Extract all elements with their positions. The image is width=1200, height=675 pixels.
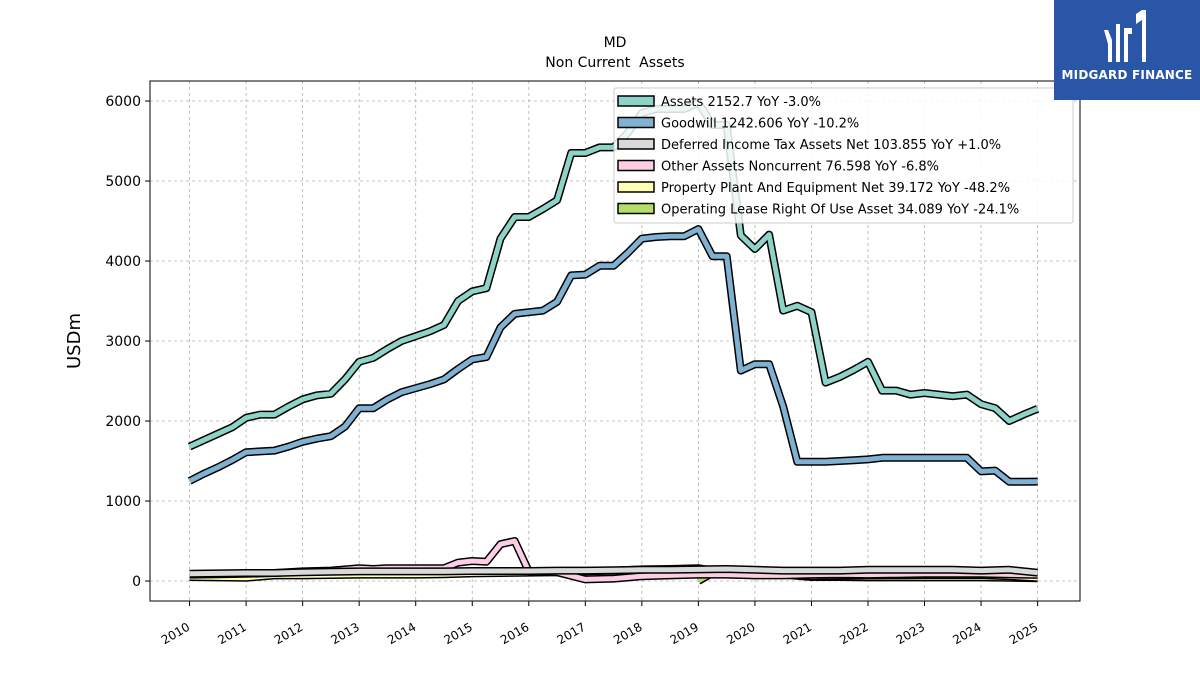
series-lines [187,98,1040,585]
x-tick-label: 2021 [781,620,814,647]
midgard-logo-icon [1104,10,1146,62]
x-tick-label: 2024 [950,620,983,647]
x-tick-label: 2023 [894,620,927,647]
y-tick-label: 0 [132,574,141,590]
y-tick-label: 2000 [105,414,141,430]
brand-logo: MIDGARD FINANCE [1054,0,1200,100]
y-tick-label: 3000 [105,334,141,350]
y-tick-label: 4000 [105,254,141,270]
x-tick-label: 2022 [837,620,870,647]
x-tick-label: 2018 [611,620,644,647]
legend-label: Deferred Income Tax Assets Net 103.855 Y… [661,138,1001,153]
brand-name: MIDGARD FINANCE [1061,68,1193,82]
x-tick-label: 2025 [1007,620,1040,647]
x-axis: 2010 2011 2012 2013 2014 2015 2016 2017 2018 2019… [159,601,1040,647]
x-tick-label: 2013 [328,620,361,647]
legend-swatch [617,116,655,129]
legend-swatch [617,95,655,107]
legend-label: Property Plant And Equipment Net 39.172 … [661,181,1010,196]
x-tick-label: 2017 [555,620,588,647]
series-stroke [189,566,1038,577]
x-tick-label: 2012 [272,620,305,647]
y-tick-label: 6000 [105,94,141,110]
legend-item: Goodwill 1242.606 YoY -10.2% [617,116,859,132]
y-tick-label: 1000 [105,494,141,510]
legend-item: Operating Lease Right Of Use Asset 34.08… [617,202,1019,218]
legend-label: Goodwill 1242.606 YoY -10.2% [661,117,859,132]
legend-item: Property Plant And Equipment Net 39.172 … [617,181,1010,196]
x-tick-label: 2015 [442,620,475,647]
x-tick-label: 2014 [385,620,418,647]
legend-item: Deferred Income Tax Assets Net 103.855 Y… [617,138,1001,153]
x-tick-label: 2011 [215,620,248,647]
legend-swatch [617,202,655,215]
plot-frame [149,80,1081,602]
series-line-2 [189,565,1039,578]
y-axis-label: USDm [64,313,85,369]
series-stroke [188,226,1038,485]
y-axis: 0 1000 2000 3000 4000 5000 6000 [105,94,150,590]
legend-item: Other Assets Noncurrent 76.598 YoY -6.8% [617,159,939,175]
legend-label: Operating Lease Right Of Use Asset 34.08… [661,203,1019,218]
legend-swatch [617,159,655,172]
legend-swatch [617,138,655,150]
legend: Assets 2152.7 YoY -3.0% Goodwill 1242.606… [613,87,1074,224]
chart-subtitle: Non Current Assets [545,55,684,71]
x-tick-label: 2016 [498,620,531,647]
legend-label: Assets 2152.7 YoY -3.0% [661,95,821,110]
x-tick-label: 2019 [668,620,701,647]
y-tick-label: 5000 [105,174,141,190]
x-tick-label: 2020 [724,620,757,647]
chart-title: MD [604,35,627,51]
legend-box [613,87,1074,224]
legend-item: Assets 2152.7 YoY -3.0% [617,95,821,110]
legend-swatch [617,181,655,193]
series-line-1 [187,225,1038,486]
legend-label: Other Assets Noncurrent 76.598 YoY -6.8% [661,160,939,175]
x-tick-label: 2010 [159,620,192,647]
